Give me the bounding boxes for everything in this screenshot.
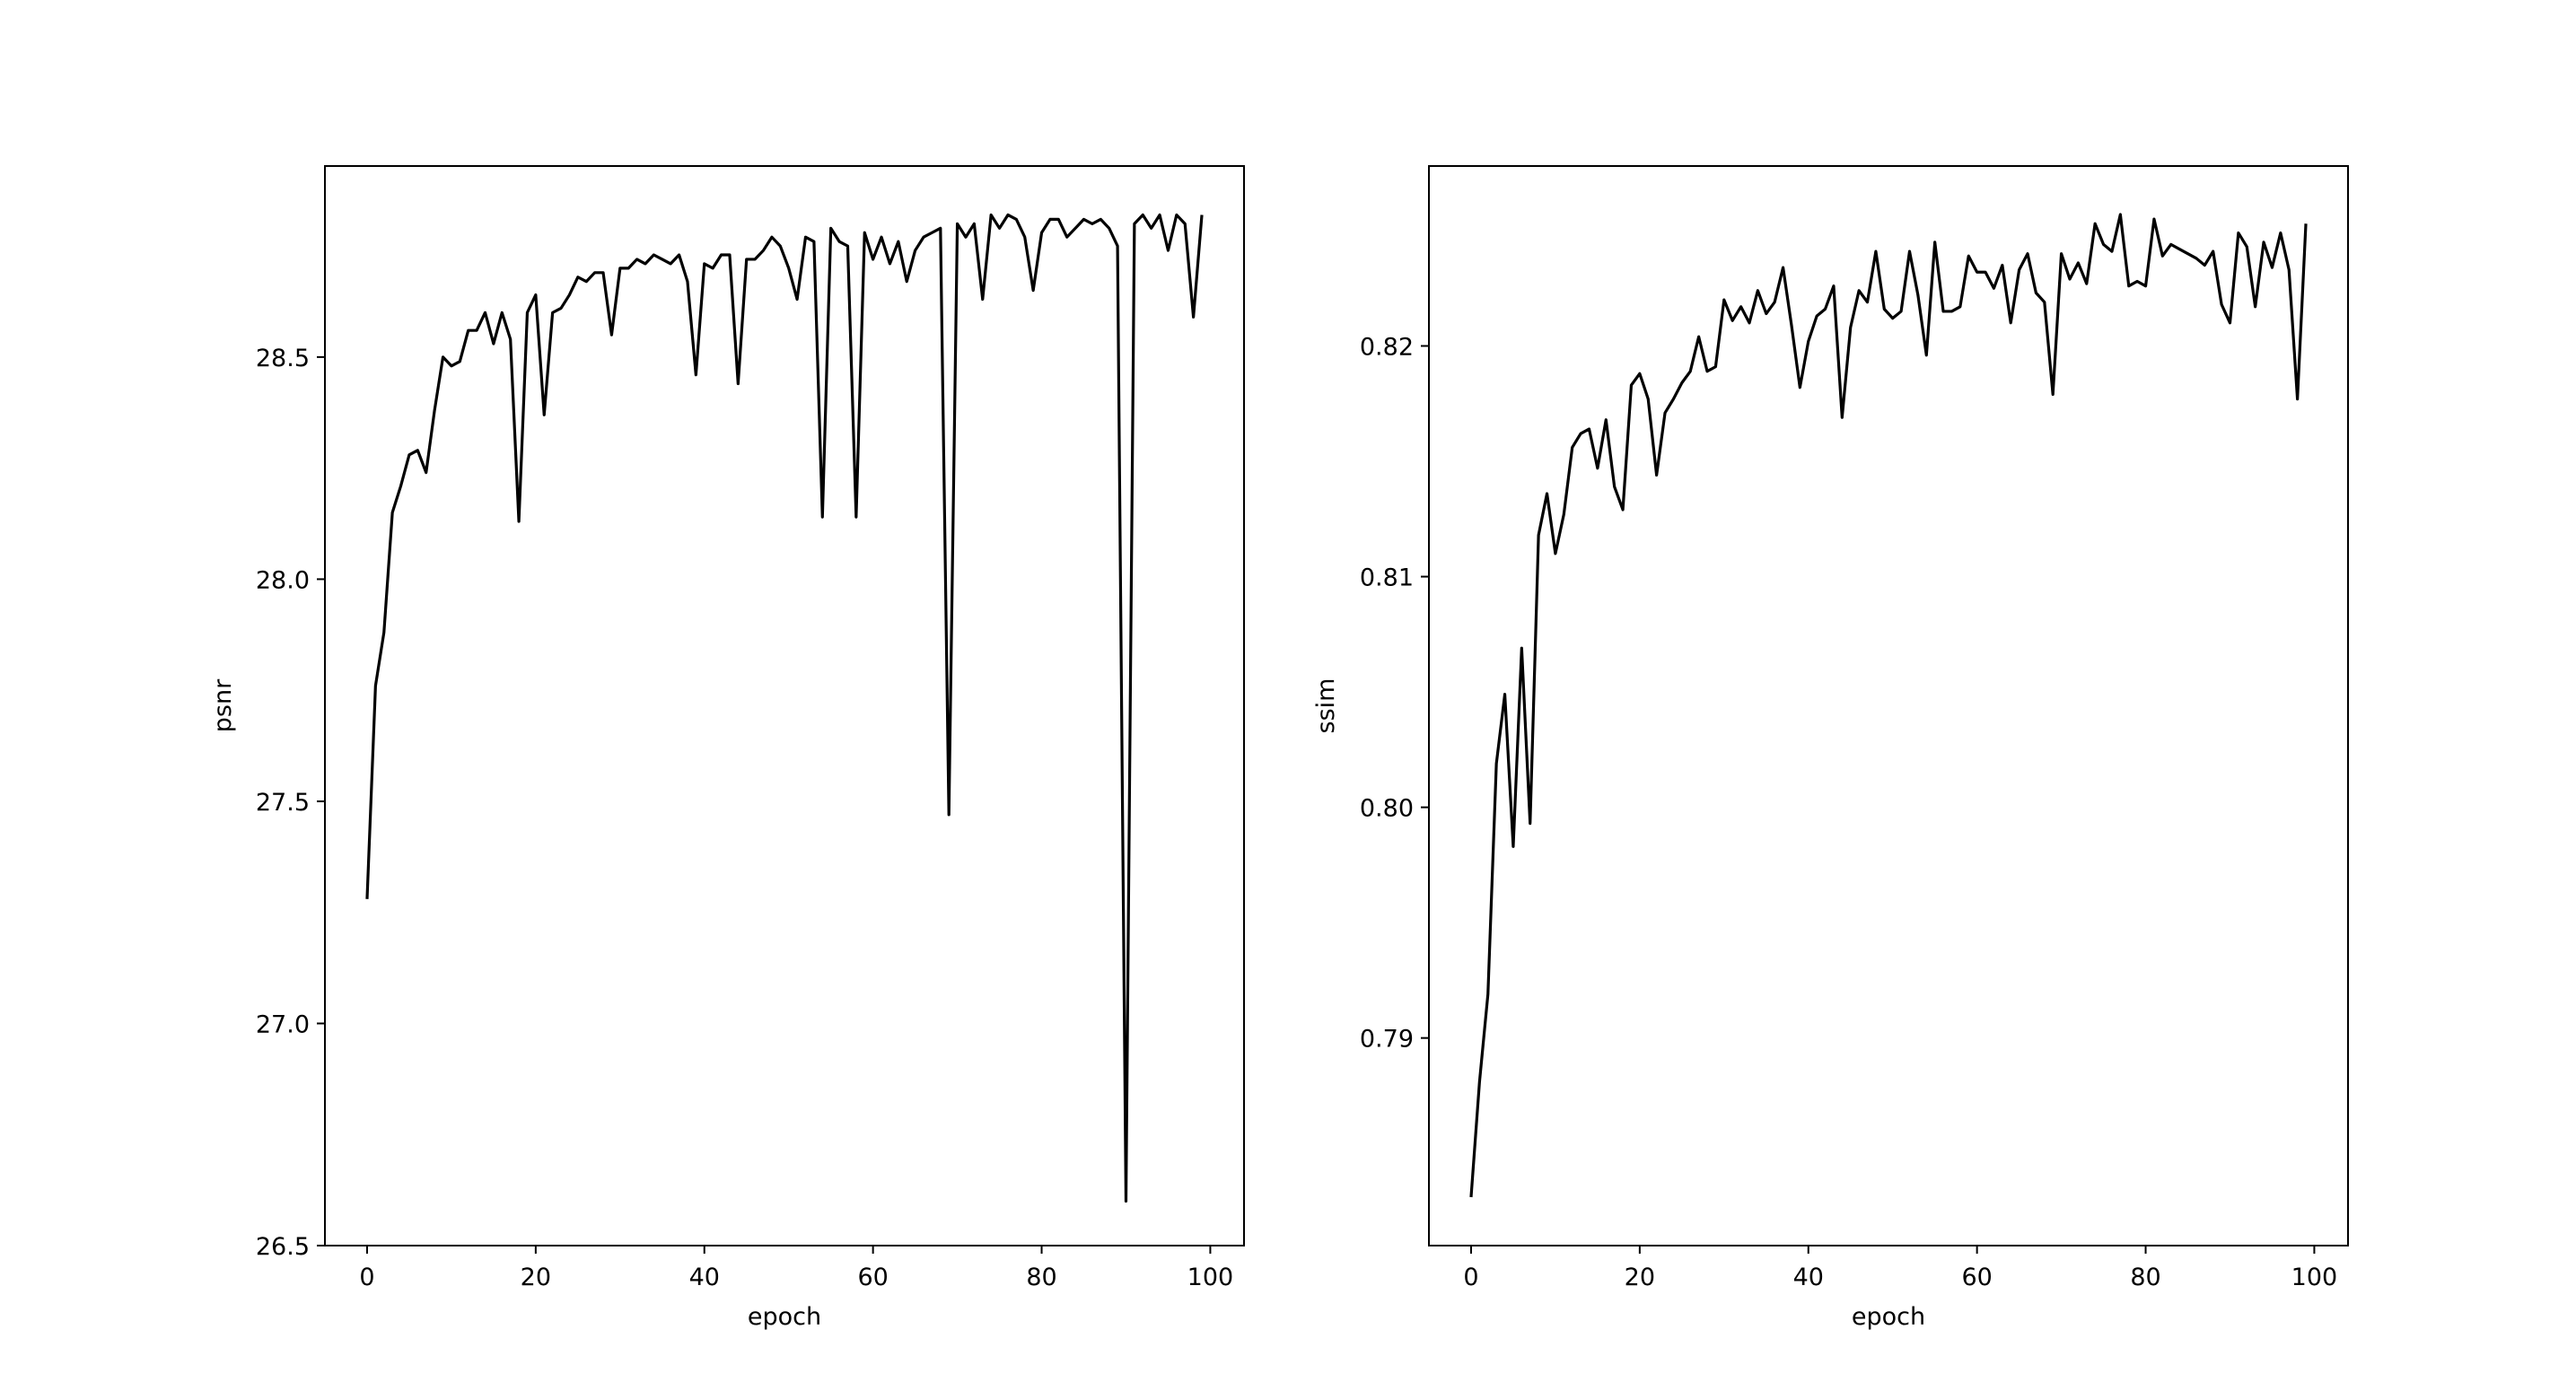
psnr-series-line [365, 213, 1204, 1203]
psnr-x-tick-label: 40 [689, 1264, 720, 1291]
ssim-y-tick-label: 0.80 [1360, 795, 1414, 823]
ssim-y-tick-label: 0.82 [1360, 334, 1414, 362]
ssim-y-tick-label: 0.79 [1360, 1026, 1414, 1054]
ssim-series-line [1469, 213, 2308, 1198]
ssim-x-tick-label: 20 [1625, 1264, 1655, 1291]
psnr-y-tick-label: 28.0 [256, 566, 310, 594]
ssim-y-axis-label: ssim [1312, 678, 1340, 734]
psnr-plot-frame [324, 165, 1245, 1246]
psnr-x-tick-label: 80 [1026, 1264, 1056, 1291]
psnr-x-tick-label: 100 [1187, 1264, 1234, 1291]
psnr-x-tick-label: 60 [857, 1264, 888, 1291]
psnr-x-axis-label: epoch [748, 1303, 821, 1331]
ssim-x-tick-label: 100 [2291, 1264, 2338, 1291]
ssim-x-tick-label: 80 [2130, 1264, 2160, 1291]
psnr-y-ticks: 26.5 27.0 27.5 28.0 28.5 [256, 345, 325, 1261]
ssim-x-tick-label: 0 [1463, 1264, 1478, 1291]
ssim-x-axis-label: epoch [1852, 1303, 1925, 1331]
psnr-x-tick-label: 20 [521, 1264, 551, 1291]
ssim-x-tick-label: 40 [1793, 1264, 1824, 1291]
psnr-x-tick-label: 0 [359, 1264, 374, 1291]
ssim-y-ticks: 0.79 0.80 0.81 0.82 [1360, 334, 1429, 1054]
psnr-panel: epoch psnr 0 20 40 60 80 100 26.5 27.0 27.5 28.0… [209, 165, 1245, 1331]
ssim-x-ticks: 0 20 40 60 80 100 [1463, 1246, 2337, 1291]
psnr-y-tick-label: 28.5 [256, 345, 310, 372]
ssim-plot-frame [1428, 165, 2349, 1246]
ssim-y-tick-label: 0.81 [1360, 564, 1414, 592]
psnr-y-axis-label: psnr [209, 678, 237, 732]
psnr-y-tick-label: 27.5 [256, 789, 310, 817]
ssim-panel: epoch ssim 0 20 40 60 80 100 0.79 0.80 0.81 0.82 [1312, 165, 2349, 1331]
psnr-x-ticks: 0 20 40 60 80 100 [359, 1246, 1233, 1291]
psnr-y-tick-label: 26.5 [256, 1233, 310, 1261]
ssim-x-tick-label: 60 [1961, 1264, 1992, 1291]
psnr-y-tick-label: 27.0 [256, 1010, 310, 1038]
